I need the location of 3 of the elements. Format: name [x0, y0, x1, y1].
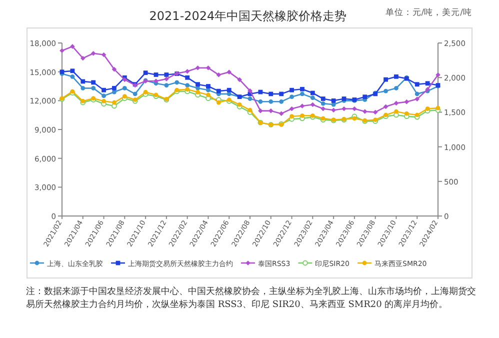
text: 注：数据来源于中国农垦经济发展中心、中国天然橡胶协会，主纵坐标为全乳胶上海、山东市场均价，上海期货交易所天然橡胶主力合约月均价，次纵坐标为泰国 RSS3、印尼 SIR20、马来西亚 SMR20 的离岸月均价。 — [26, 286, 476, 312]
title: 2021-2024年中国天然橡胶价格走势 — [149, 9, 347, 23]
annotation: 单位：元/吨，美元/吨 — [385, 8, 472, 18]
